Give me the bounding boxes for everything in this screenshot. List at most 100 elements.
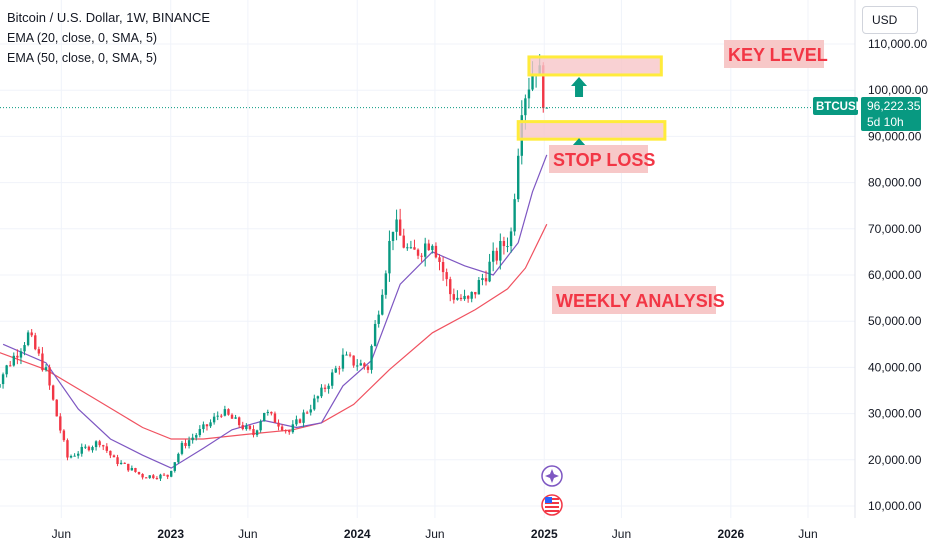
candle-body <box>352 355 355 366</box>
candle-body <box>542 65 545 109</box>
candle-body <box>141 474 144 478</box>
candle-body <box>427 243 430 251</box>
symbol-title[interactable]: Bitcoin / U.S. Dollar, 1W, BINANCE <box>7 10 211 25</box>
candle-body <box>51 385 55 400</box>
candle-body <box>55 399 58 417</box>
candle-body <box>191 437 194 441</box>
candle-body <box>377 314 380 324</box>
ema-50-legend[interactable]: EMA (50, close, 0, SMA, 5) <box>7 51 158 65</box>
candle-body <box>9 365 12 367</box>
price-axis[interactable]: 10,000.00 20,000.00 30,000.00 40,000.00 50,0… <box>868 37 928 513</box>
key-level-label: KEY LEVEL <box>728 45 828 65</box>
candle-body <box>309 409 312 413</box>
y-tick-label: 30,000.00 <box>868 407 922 421</box>
candle-body <box>62 430 66 441</box>
stop-loss-zone <box>516 120 667 141</box>
candle-body <box>66 440 69 458</box>
y-tick-label: 100,000.00 <box>868 83 928 97</box>
candle-body <box>305 412 309 414</box>
x-tick-label: 2023 <box>157 527 184 541</box>
candle-body <box>356 365 359 367</box>
candle-body <box>406 247 409 249</box>
candle-body <box>109 450 112 456</box>
candle-body <box>116 457 119 465</box>
candle-body <box>441 262 445 273</box>
candle-body <box>5 365 8 375</box>
symbol-badge <box>813 97 858 115</box>
candle-body <box>123 462 126 464</box>
candle-body <box>416 249 420 256</box>
candle-body <box>502 240 506 247</box>
candle-body <box>80 446 83 454</box>
candle-body <box>59 416 62 431</box>
currency-button[interactable]: USD <box>862 6 918 34</box>
candle-body <box>98 441 101 446</box>
candle-body <box>26 332 30 346</box>
countdown-value: 5d 10h <box>867 115 904 129</box>
candle-body <box>23 345 26 352</box>
candle-body <box>127 463 130 471</box>
candle-body <box>209 422 212 427</box>
candle-body <box>205 424 209 427</box>
candle-body <box>298 419 302 423</box>
candle-body <box>173 462 176 471</box>
candle-body <box>280 426 284 431</box>
candle-body <box>166 474 169 477</box>
candle-body <box>0 384 1 388</box>
candlestick-series <box>0 54 549 481</box>
candle-body <box>105 446 109 451</box>
y-tick-label: 80,000.00 <box>868 176 922 190</box>
candle-body <box>470 291 473 299</box>
candle-body <box>409 247 413 249</box>
candle-body <box>144 477 148 479</box>
candle-body <box>531 75 534 90</box>
symbol-label: BTCUSD <box>816 101 864 113</box>
candle-body <box>481 278 484 281</box>
candle-body <box>284 430 287 432</box>
candle-body <box>413 247 416 250</box>
candle-body <box>102 445 105 447</box>
candle-body <box>134 468 137 472</box>
candle-body <box>341 354 345 369</box>
candle-body <box>255 430 259 436</box>
candle-body <box>227 409 230 415</box>
event-icons[interactable] <box>541 465 563 516</box>
candle-body <box>234 417 237 419</box>
candle-body <box>84 446 87 448</box>
candle-body <box>241 425 244 430</box>
candle-body <box>1 374 5 385</box>
candle-body <box>94 441 98 448</box>
candle-body <box>431 245 434 251</box>
ema-50-path <box>0 223 548 440</box>
candle-body <box>359 363 363 366</box>
candle-body <box>398 219 402 236</box>
candle-body <box>363 363 366 367</box>
candle-body <box>488 261 491 282</box>
candle-body <box>316 396 320 399</box>
last-price-badge <box>861 97 921 131</box>
candle-body <box>370 345 373 370</box>
x-tick-label: 2026 <box>717 527 744 541</box>
candle-body <box>198 429 202 436</box>
candle-body <box>517 155 520 200</box>
candle-body <box>187 440 191 446</box>
y-tick-label: 50,000.00 <box>868 314 922 328</box>
key-level-label-bg <box>724 40 824 68</box>
time-axis[interactable]: Jun 2023 Jun 2024 Jun 2025 Jun 2026 Jun <box>52 527 818 541</box>
sparkle-shape <box>545 469 559 483</box>
candle-body <box>30 332 33 336</box>
y-tick-label: 20,000.00 <box>868 453 922 467</box>
price-zones[interactable] <box>516 55 667 141</box>
candle-body <box>112 455 116 458</box>
candle-body <box>334 368 337 373</box>
candle-body <box>41 353 44 371</box>
candle-body <box>248 425 252 430</box>
candle-body <box>195 435 198 438</box>
candle-body <box>44 367 48 371</box>
ema-20-legend[interactable]: EMA (20, close, 0, SMA, 5) <box>7 31 158 45</box>
candle-body <box>16 355 19 358</box>
candle-body <box>184 442 187 446</box>
candle-body <box>345 354 348 356</box>
weekly-analysis-label-bg <box>552 286 716 314</box>
